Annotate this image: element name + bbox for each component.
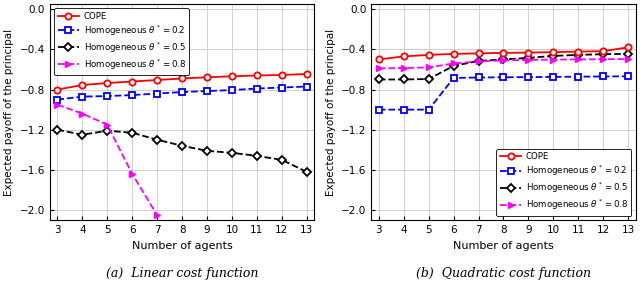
Homogeneous $\theta^* = 0.2$ [475, 76, 483, 79]
COPE [425, 53, 433, 57]
Homogeneous $\theta^* = 0.5$ [500, 58, 508, 61]
Homogeneous $\theta^* = 0.5$ [375, 78, 383, 81]
Homogeneous $\theta^* = 0.2$ [575, 75, 582, 78]
Homogeneous $\theta^* = 0.5$ [400, 78, 408, 81]
Homogeneous $\theta^* = 0.2$ [525, 75, 532, 79]
Homogeneous $\theta^* = 0.5$ [425, 77, 433, 81]
Homogeneous $\theta^* = 0.2$ [450, 76, 458, 80]
Homogeneous $\theta^* = 0.2$ [278, 86, 285, 89]
Homogeneous $\theta^* = 0.8$ [154, 213, 161, 217]
Homogeneous $\theta^* = 0.8$ [599, 57, 607, 61]
Line: Homogeneous $\theta^* = 0.5$: Homogeneous $\theta^* = 0.5$ [376, 51, 631, 83]
Homogeneous $\theta^* = 0.8$ [104, 123, 111, 127]
Homogeneous $\theta^* = 0.5$ [129, 131, 136, 134]
Homogeneous $\theta^* = 0.2$ [178, 90, 186, 94]
Homogeneous $\theta^* = 0.2$ [253, 87, 260, 90]
COPE [54, 88, 61, 91]
Y-axis label: Expected payoff of the principal: Expected payoff of the principal [326, 29, 335, 196]
Homogeneous $\theta^* = 0.2$ [104, 94, 111, 98]
Legend: COPE, Homogeneous $\theta^* = 0.2$, Homogeneous $\theta^* = 0.5$, Homogeneous $\: COPE, Homogeneous $\theta^* = 0.2$, Homo… [497, 149, 631, 216]
Line: COPE: COPE [54, 71, 310, 93]
Homogeneous $\theta^* = 0.8$ [550, 58, 557, 61]
COPE [525, 51, 532, 54]
Homogeneous $\theta^* = 0.2$ [54, 98, 61, 101]
COPE [203, 76, 211, 79]
COPE [599, 50, 607, 53]
COPE [278, 73, 285, 77]
Homogeneous $\theta^* = 0.5$ [550, 54, 557, 58]
Homogeneous $\theta^* = 0.5$ [79, 133, 86, 136]
Homogeneous $\theta^* = 0.2$ [599, 75, 607, 78]
Homogeneous $\theta^* = 0.5$ [475, 59, 483, 63]
Homogeneous $\theta^* = 0.8$ [79, 112, 86, 115]
COPE [154, 78, 161, 82]
Homogeneous $\theta^* = 0.8$ [400, 66, 408, 70]
COPE [129, 80, 136, 83]
Homogeneous $\theta^* = 0.5$ [104, 129, 111, 132]
Homogeneous $\theta^* = 0.2$ [624, 75, 632, 78]
COPE [500, 51, 508, 55]
COPE [104, 81, 111, 85]
Homogeneous $\theta^* = 0.8$ [624, 57, 632, 61]
Homogeneous $\theta^* = 0.5$ [178, 144, 186, 147]
COPE [575, 50, 582, 53]
Homogeneous $\theta^* = 0.2$ [79, 95, 86, 98]
Text: (b)  Quadratic cost function: (b) Quadratic cost function [416, 267, 591, 280]
Homogeneous $\theta^* = 0.8$ [54, 103, 61, 106]
Homogeneous $\theta^* = 0.8$ [425, 66, 433, 69]
COPE [624, 46, 632, 49]
Homogeneous $\theta^* = 0.5$ [228, 151, 236, 155]
Homogeneous $\theta^* = 0.8$ [450, 62, 458, 65]
Text: (a)  Linear cost function: (a) Linear cost function [106, 267, 259, 280]
Homogeneous $\theta^* = 0.8$ [500, 59, 508, 62]
COPE [253, 74, 260, 77]
COPE [375, 58, 383, 61]
Line: Homogeneous $\theta^* = 0.8$: Homogeneous $\theta^* = 0.8$ [54, 101, 161, 218]
Homogeneous $\theta^* = 0.2$ [228, 88, 236, 92]
Homogeneous $\theta^* = 0.2$ [400, 108, 408, 111]
COPE [475, 52, 483, 55]
Homogeneous $\theta^* = 0.5$ [253, 154, 260, 158]
Homogeneous $\theta^* = 0.5$ [599, 52, 607, 56]
COPE [178, 77, 186, 80]
Homogeneous $\theta^* = 0.5$ [303, 170, 310, 173]
Homogeneous $\theta^* = 0.2$ [550, 75, 557, 79]
Legend: COPE, Homogeneous $\theta^* = 0.2$, Homogeneous $\theta^* = 0.5$, Homogeneous $\: COPE, Homogeneous $\theta^* = 0.2$, Homo… [54, 8, 189, 75]
X-axis label: Number of agents: Number of agents [453, 241, 554, 250]
Line: COPE: COPE [376, 44, 631, 63]
X-axis label: Number of agents: Number of agents [132, 241, 232, 250]
Line: Homogeneous $\theta^* = 0.2$: Homogeneous $\theta^* = 0.2$ [54, 83, 310, 103]
Homogeneous $\theta^* = 0.8$ [475, 60, 483, 63]
Line: Homogeneous $\theta^* = 0.8$: Homogeneous $\theta^* = 0.8$ [375, 55, 632, 72]
COPE [550, 50, 557, 54]
Line: Homogeneous $\theta^* = 0.2$: Homogeneous $\theta^* = 0.2$ [376, 73, 631, 113]
Y-axis label: Expected payoff of the principal: Expected payoff of the principal [4, 29, 14, 196]
Homogeneous $\theta^* = 0.2$ [203, 89, 211, 93]
Homogeneous $\theta^* = 0.5$ [525, 56, 532, 60]
COPE [79, 83, 86, 87]
Homogeneous $\theta^* = 0.8$ [129, 172, 136, 176]
Homogeneous $\theta^* = 0.2$ [375, 108, 383, 111]
Homogeneous $\theta^* = 0.2$ [303, 85, 310, 88]
Line: Homogeneous $\theta^* = 0.5$: Homogeneous $\theta^* = 0.5$ [54, 127, 310, 175]
Homogeneous $\theta^* = 0.8$ [375, 67, 383, 70]
COPE [400, 55, 408, 58]
Homogeneous $\theta^* = 0.5$ [624, 52, 632, 55]
Homogeneous $\theta^* = 0.5$ [203, 149, 211, 153]
Homogeneous $\theta^* = 0.2$ [154, 92, 161, 95]
Homogeneous $\theta^* = 0.8$ [575, 58, 582, 61]
Homogeneous $\theta^* = 0.8$ [525, 58, 532, 62]
Homogeneous $\theta^* = 0.5$ [154, 138, 161, 142]
Homogeneous $\theta^* = 0.2$ [129, 93, 136, 97]
Homogeneous $\theta^* = 0.5$ [54, 128, 61, 131]
COPE [450, 52, 458, 55]
Homogeneous $\theta^* = 0.2$ [500, 76, 508, 79]
COPE [303, 72, 310, 76]
Homogeneous $\theta^* = 0.5$ [278, 158, 285, 162]
Homogeneous $\theta^* = 0.5$ [575, 53, 582, 57]
Homogeneous $\theta^* = 0.2$ [425, 108, 433, 111]
Homogeneous $\theta^* = 0.5$ [450, 64, 458, 68]
COPE [228, 75, 236, 78]
